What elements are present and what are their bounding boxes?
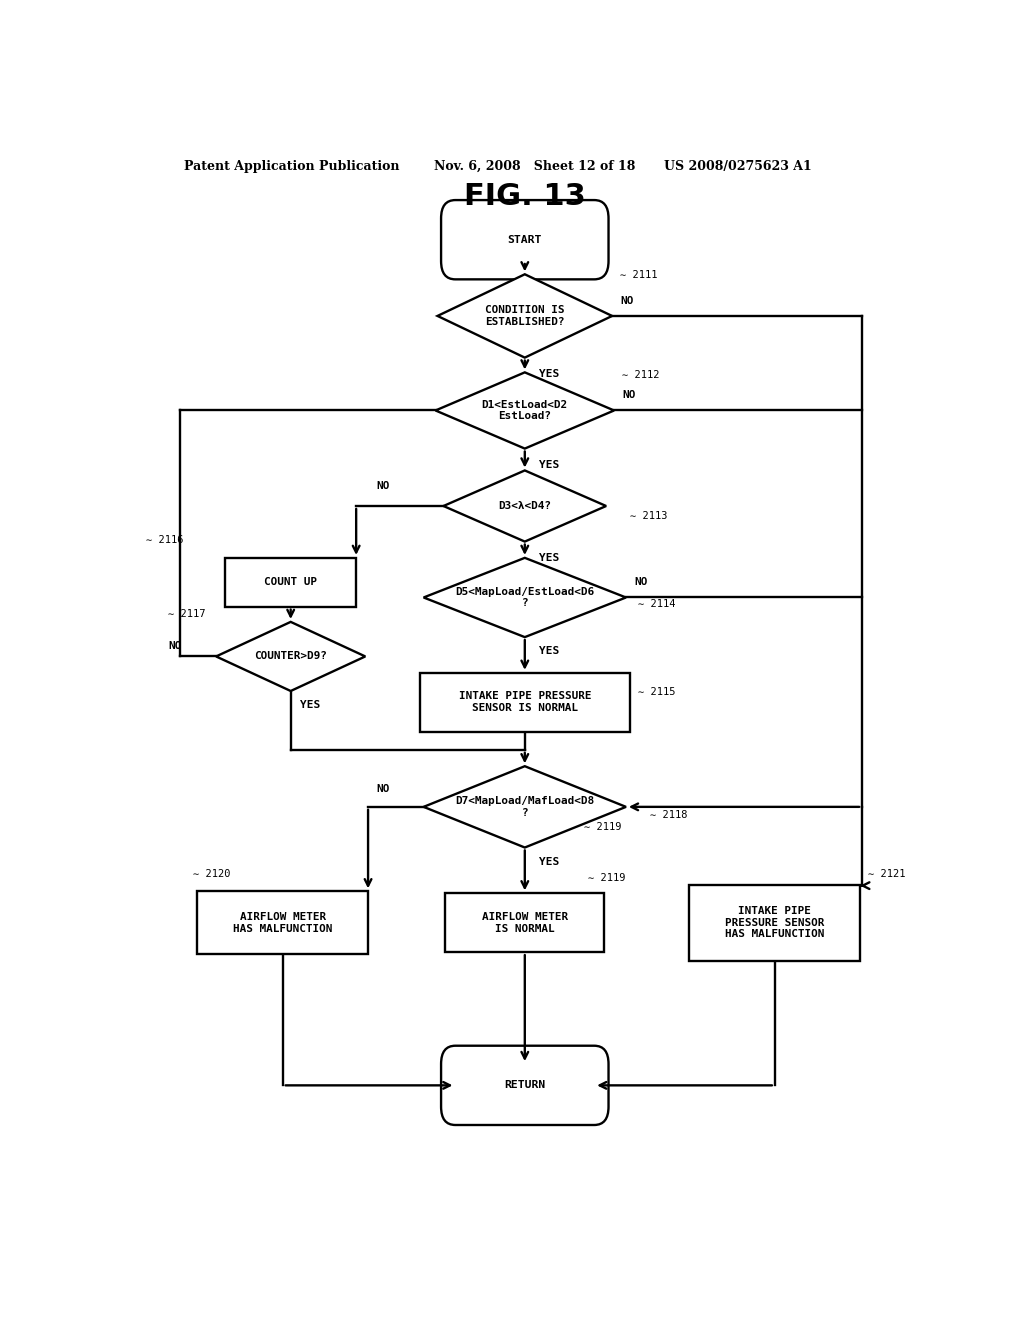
Text: ∼ 2121: ∼ 2121 — [868, 869, 905, 879]
Text: ∼ 2119: ∼ 2119 — [588, 873, 626, 883]
Text: D3<λ<D4?: D3<λ<D4? — [499, 502, 551, 511]
Polygon shape — [216, 622, 366, 690]
Text: RETURN: RETURN — [504, 1080, 546, 1090]
Text: YES: YES — [539, 368, 559, 379]
Text: NO: NO — [634, 577, 647, 587]
Bar — [225, 558, 356, 607]
Text: START: START — [508, 235, 542, 244]
Text: ∼ 2118: ∼ 2118 — [650, 810, 687, 820]
Text: D7<MapLoad/MafLoad<D8
?: D7<MapLoad/MafLoad<D8 ? — [456, 796, 594, 817]
Text: ∼ 2117: ∼ 2117 — [169, 609, 206, 619]
Text: ∼ 2116: ∼ 2116 — [145, 535, 183, 545]
Text: INTAKE PIPE PRESSURE
SENSOR IS NORMAL: INTAKE PIPE PRESSURE SENSOR IS NORMAL — [459, 692, 591, 713]
Text: YES: YES — [539, 857, 559, 867]
Text: YES: YES — [539, 459, 559, 470]
Bar — [445, 894, 604, 952]
Text: NO: NO — [376, 480, 389, 491]
Text: FIG. 13: FIG. 13 — [464, 182, 586, 210]
Text: AIRFLOW METER
HAS MALFUNCTION: AIRFLOW METER HAS MALFUNCTION — [233, 912, 333, 933]
Text: ∼ 2120: ∼ 2120 — [194, 869, 231, 879]
Text: ∼ 2112: ∼ 2112 — [622, 370, 659, 380]
Text: D1<EstLoad<D2
EstLoad?: D1<EstLoad<D2 EstLoad? — [481, 400, 568, 421]
Text: NO: NO — [620, 296, 634, 306]
Text: COUNT UP: COUNT UP — [264, 577, 317, 587]
Text: ∼ 2115: ∼ 2115 — [638, 686, 676, 697]
Text: YES: YES — [300, 700, 321, 710]
Polygon shape — [443, 470, 606, 541]
Text: ∼ 2111: ∼ 2111 — [620, 271, 657, 280]
Polygon shape — [435, 372, 614, 449]
Text: Nov. 6, 2008   Sheet 12 of 18: Nov. 6, 2008 Sheet 12 of 18 — [433, 160, 635, 173]
Text: Patent Application Publication: Patent Application Publication — [183, 160, 399, 173]
Text: NO: NO — [169, 642, 182, 651]
Bar — [689, 884, 860, 961]
Text: ∼ 2114: ∼ 2114 — [638, 598, 676, 609]
Bar — [198, 891, 368, 954]
Text: YES: YES — [539, 553, 559, 562]
Text: US 2008/0275623 A1: US 2008/0275623 A1 — [664, 160, 811, 173]
Text: ∼ 2113: ∼ 2113 — [630, 511, 668, 521]
Polygon shape — [424, 558, 626, 638]
Polygon shape — [424, 766, 626, 847]
Text: NO: NO — [622, 391, 636, 400]
Text: D5<MapLoad/EstLoad<D6
?: D5<MapLoad/EstLoad<D6 ? — [456, 586, 594, 609]
Text: YES: YES — [539, 647, 559, 656]
FancyBboxPatch shape — [441, 1045, 608, 1125]
Text: COUNTER>D9?: COUNTER>D9? — [254, 652, 327, 661]
Text: ∼ 2119: ∼ 2119 — [585, 822, 622, 832]
Text: AIRFLOW METER
IS NORMAL: AIRFLOW METER IS NORMAL — [481, 912, 568, 933]
Polygon shape — [437, 275, 612, 358]
Text: CONDITION IS
ESTABLISHED?: CONDITION IS ESTABLISHED? — [485, 305, 564, 327]
Bar — [420, 673, 630, 731]
FancyBboxPatch shape — [441, 201, 608, 280]
Text: INTAKE PIPE
PRESSURE SENSOR
HAS MALFUNCTION: INTAKE PIPE PRESSURE SENSOR HAS MALFUNCT… — [725, 906, 824, 940]
Text: NO: NO — [376, 784, 389, 793]
